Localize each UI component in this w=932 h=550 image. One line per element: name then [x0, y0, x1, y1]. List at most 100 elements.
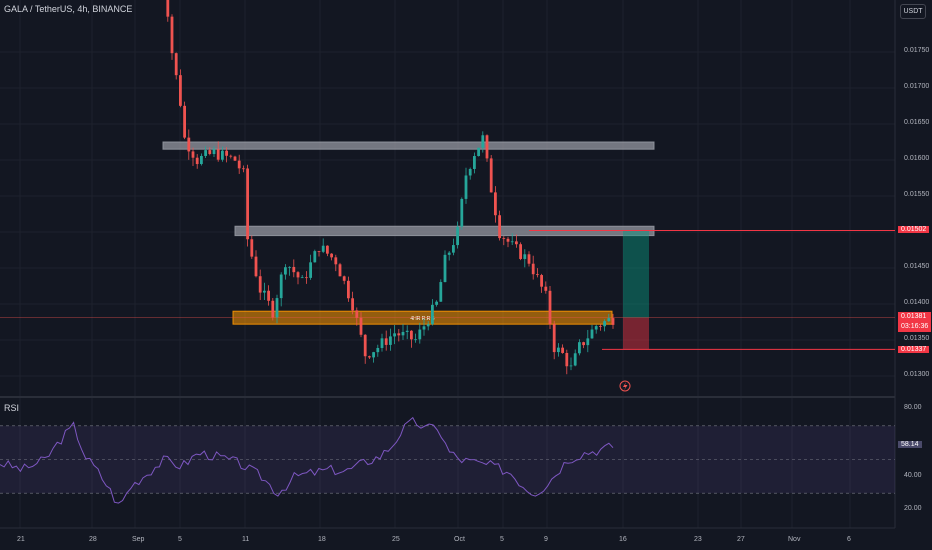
rsi-tick: 20.00	[904, 505, 922, 512]
candle-body	[305, 277, 308, 279]
rsi-tick: 80.00	[904, 404, 922, 411]
time-label: 21	[17, 536, 25, 543]
time-label: 25	[392, 536, 400, 543]
current-price: 0.01381	[901, 313, 927, 320]
candle-body	[582, 342, 585, 346]
stop-price-tag: 0.01337	[898, 346, 930, 353]
candle-body	[326, 245, 329, 254]
currency-button[interactable]: USDT	[900, 4, 926, 19]
candle-body	[431, 304, 434, 325]
candle-body	[170, 16, 174, 54]
candle-body	[510, 241, 514, 243]
candle-body	[183, 105, 186, 138]
candle-body	[527, 254, 531, 264]
price-tick: 0.01300	[904, 371, 930, 378]
candle-body	[250, 239, 254, 257]
candle-body	[565, 352, 569, 367]
candle-body	[221, 150, 224, 160]
candle-body	[263, 290, 266, 293]
current-price-tag: 0.01381 03:16:36	[898, 312, 932, 332]
long-position-tool[interactable]	[0, 230, 895, 392]
candle-body	[452, 245, 455, 253]
candle-body	[225, 150, 228, 156]
candle-body	[523, 254, 527, 259]
candle-body	[389, 336, 392, 345]
candle-body	[347, 280, 350, 299]
candle-body	[174, 53, 178, 76]
candle-body	[418, 329, 422, 340]
candle-body	[397, 333, 401, 336]
candle-body	[460, 198, 464, 227]
candle-body	[473, 156, 476, 169]
rsi-indicator-title[interactable]: RSI	[4, 403, 20, 413]
candle-body	[271, 300, 275, 318]
candle-body	[376, 347, 380, 353]
candle-body	[447, 252, 451, 255]
candle-body	[468, 168, 472, 176]
price-tick: 0.01350	[904, 335, 930, 342]
time-label: Nov	[788, 536, 801, 543]
candle-body	[590, 329, 594, 339]
price-tick: 0.01750	[904, 47, 930, 54]
chart-grid	[0, 0, 896, 529]
candle-body	[540, 275, 543, 287]
candle-body	[300, 277, 304, 279]
candle-body	[536, 274, 539, 276]
candle-body	[359, 317, 363, 335]
candle-body	[515, 241, 518, 245]
candle-body	[494, 192, 497, 216]
lightning-icon	[619, 380, 631, 392]
candle-body	[573, 353, 577, 366]
candle-body	[212, 149, 216, 154]
candle-body	[309, 262, 312, 278]
candle-body	[561, 347, 564, 353]
horizontal-zones: 4HR R:R 5	[162, 141, 655, 325]
candle-body	[422, 326, 426, 330]
candle-body	[531, 263, 535, 275]
symbol-title[interactable]: GALA / TetherUS, 4h, BINANCE	[4, 4, 133, 14]
candle-body	[393, 333, 396, 337]
candle-body	[552, 324, 556, 353]
candle-body	[363, 334, 367, 357]
candle-body	[544, 286, 548, 291]
candle-body	[292, 266, 296, 273]
candle-body	[456, 226, 459, 246]
candle-body	[229, 155, 233, 157]
candle-body	[254, 256, 258, 277]
candle-body	[200, 155, 203, 165]
time-label: 18	[318, 536, 326, 543]
rsi-pane	[0, 416, 895, 504]
candle-body	[179, 75, 182, 106]
time-label: 9	[544, 536, 548, 543]
candle-body	[410, 330, 413, 340]
price-tick: 0.01650	[904, 119, 930, 126]
candle-body	[351, 298, 354, 311]
candle-body	[237, 160, 241, 169]
profit-zone	[623, 230, 649, 318]
candle-body	[439, 282, 443, 302]
candle-body	[216, 149, 220, 160]
price-tick: 0.01700	[904, 83, 930, 90]
candle-body	[321, 245, 325, 252]
candle-body	[204, 150, 207, 156]
time-label: 5	[500, 536, 504, 543]
candle-body	[477, 147, 480, 157]
candle-body	[372, 352, 375, 358]
candle-body	[414, 339, 417, 341]
price-tick: 0.01400	[904, 299, 930, 306]
candle-body	[267, 290, 270, 301]
candle-body	[481, 135, 485, 148]
time-label: 28	[89, 536, 97, 543]
time-label: Sep	[132, 536, 145, 543]
candle-body	[166, 0, 170, 17]
candle-body	[506, 238, 510, 242]
candle-body	[355, 310, 359, 318]
zone-label: 4HR R:R 5	[410, 316, 434, 322]
bar-countdown: 03:16:36	[901, 323, 929, 330]
candle-body	[502, 238, 506, 239]
price-tick: 0.01600	[904, 155, 930, 162]
candle-body	[246, 168, 249, 240]
candle-body	[380, 338, 384, 348]
candle-body	[607, 318, 611, 322]
